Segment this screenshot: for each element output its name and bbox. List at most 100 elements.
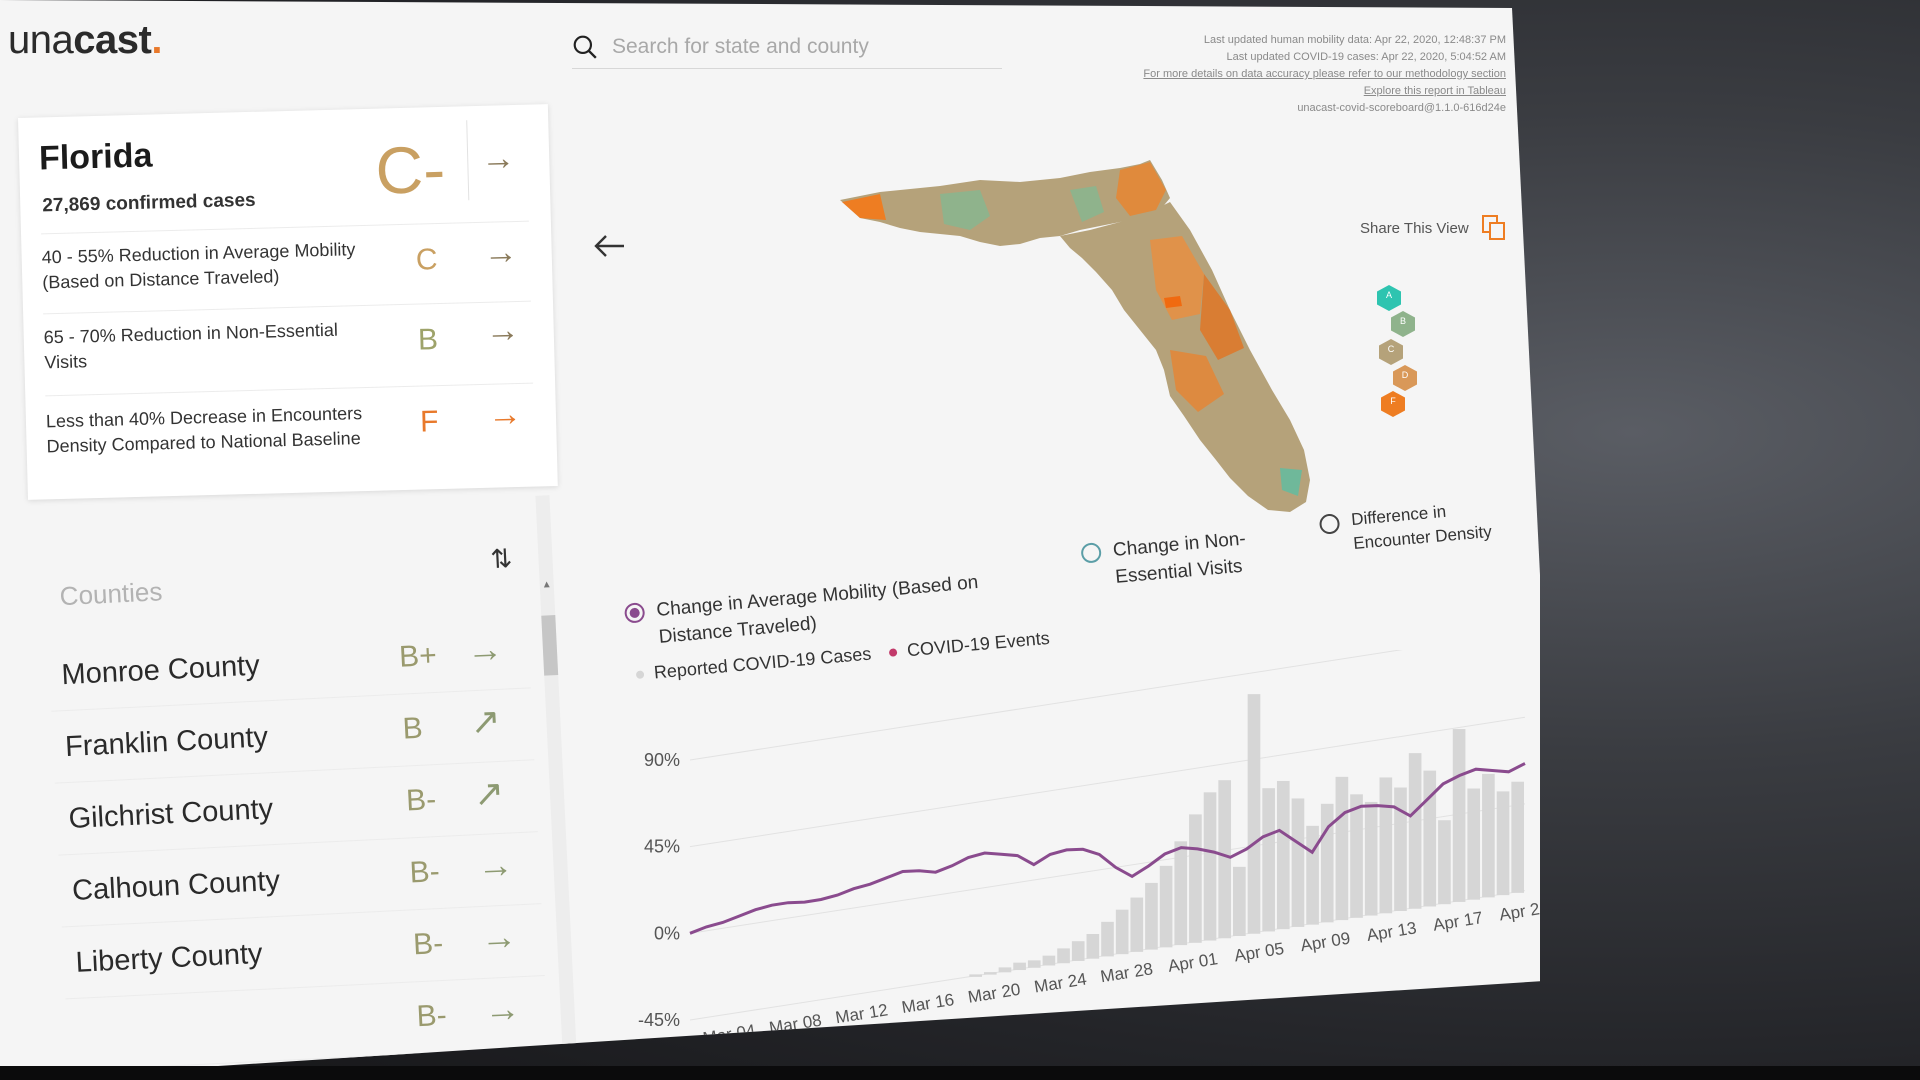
case-bar bbox=[1350, 794, 1363, 918]
counties-title: Counties bbox=[59, 576, 163, 612]
radio-button-icon[interactable] bbox=[623, 602, 646, 624]
grade-a-hex-icon: A bbox=[1376, 284, 1402, 312]
case-bar bbox=[1482, 773, 1495, 898]
case-bar bbox=[1438, 820, 1451, 905]
florida-county-map[interactable] bbox=[820, 150, 1320, 570]
x-tick-label: Mar 16 bbox=[900, 990, 955, 1017]
y-tick-label: 90% bbox=[644, 750, 680, 770]
case-bar bbox=[1086, 933, 1100, 959]
case-bar bbox=[1145, 882, 1158, 950]
arrow-right-icon[interactable]: → bbox=[487, 394, 523, 434]
mobility-chart: 90% 45% 0% -45% Mar 04 Mar 08 Mar 12 Mar 16 Mar … bbox=[638, 650, 1540, 1048]
metric-nonessential-label: 65 - 70% Reduction in Non-Essential Visi… bbox=[43, 319, 339, 373]
county-name: Franklin County bbox=[64, 721, 269, 764]
case-bar bbox=[1276, 780, 1290, 930]
grade-c-hex-icon: C bbox=[1378, 338, 1404, 366]
case-bar bbox=[1042, 955, 1056, 966]
metric-encounters-grade: F bbox=[419, 405, 439, 439]
scroll-thumb[interactable] bbox=[541, 615, 559, 676]
case-bar bbox=[1057, 948, 1070, 964]
trend-arrow-icon[interactable]: → bbox=[476, 843, 515, 887]
case-bar bbox=[983, 972, 997, 975]
state-summary-card: Florida 27,869 confirmed cases C- → 40 -… bbox=[18, 104, 558, 500]
divider bbox=[45, 382, 534, 397]
case-bar bbox=[1335, 776, 1349, 921]
county-name: Gilchrist County bbox=[67, 793, 274, 836]
case-bar bbox=[1262, 788, 1275, 932]
case-bar bbox=[1291, 798, 1305, 927]
map-region-teal-2 bbox=[1070, 186, 1104, 222]
mobility-update-text: Last updated human mobility data: Apr 22… bbox=[1203, 34, 1506, 46]
case-bar bbox=[1233, 866, 1246, 936]
case-bar bbox=[1496, 791, 1510, 896]
metric-nonessential-grade: B bbox=[417, 323, 439, 357]
case-bar bbox=[1159, 865, 1173, 948]
case-bar bbox=[1423, 770, 1437, 907]
radio-button-icon[interactable] bbox=[1080, 542, 1103, 564]
trend-arrow-icon[interactable]: ↗ bbox=[469, 699, 502, 743]
map-panhandle bbox=[840, 160, 1170, 246]
counties-panel: Counties ⇅ Monroe County B+ → Franklin C… bbox=[42, 495, 591, 1080]
map-region-orange-south bbox=[1170, 350, 1224, 412]
x-tick-label: Apr 13 bbox=[1365, 918, 1417, 945]
state-name: Florida bbox=[38, 136, 153, 178]
case-bar bbox=[1408, 753, 1422, 909]
tableau-link[interactable]: Explore this report in Tableau bbox=[1363, 85, 1506, 97]
share-view[interactable]: Share This View bbox=[1360, 214, 1507, 242]
confirmed-cases: 27,869 confirmed cases bbox=[42, 189, 256, 217]
radio-encounter-density[interactable]: Difference in Encounter Density bbox=[1318, 494, 1521, 559]
version-text: unacast-covid-scoreboard@1.1.0-616d24e bbox=[1297, 102, 1506, 114]
county-name: Monroe County bbox=[60, 649, 261, 692]
metric-mobility-grade: C bbox=[415, 243, 438, 277]
grade-f-hex-icon: F bbox=[1380, 390, 1406, 418]
county-name: Calhoun County bbox=[71, 864, 281, 907]
x-tick-label: Mar 28 bbox=[1099, 959, 1154, 986]
search-icon bbox=[573, 35, 597, 59]
divider bbox=[43, 300, 531, 315]
state-overall-grade: C- bbox=[374, 131, 447, 208]
trend-arrow-icon[interactable]: ↗ bbox=[472, 771, 506, 815]
case-bar bbox=[1189, 814, 1202, 943]
copy-icon[interactable] bbox=[1481, 214, 1507, 242]
case-bar bbox=[1130, 897, 1144, 952]
case-bar bbox=[1306, 825, 1319, 925]
radio-button-icon[interactable] bbox=[1318, 513, 1341, 535]
map-region-teal-3 bbox=[1280, 468, 1302, 496]
map-region-orange-central bbox=[1150, 236, 1204, 320]
y-tick-label: 45% bbox=[644, 837, 680, 857]
back-arrow-icon[interactable] bbox=[592, 232, 626, 260]
radio-non-essential-visits-label: Change in Non-Essential Visits bbox=[1112, 528, 1247, 588]
x-tick-label: Mar 04 bbox=[702, 1021, 757, 1048]
search-input[interactable] bbox=[610, 34, 994, 60]
arrow-right-icon[interactable]: → bbox=[485, 310, 521, 350]
trend-arrow-icon[interactable]: → bbox=[465, 627, 504, 671]
radio-encounter-density-label: Difference in Encounter Density bbox=[1350, 501, 1493, 553]
grade-d-hex-icon: D bbox=[1392, 364, 1418, 392]
trend-arrow-icon[interactable]: → bbox=[479, 915, 518, 959]
search-bar bbox=[572, 26, 1002, 69]
radio-non-essential-visits[interactable]: Change in Non-Essential Visits bbox=[1080, 521, 1304, 594]
y-tick-label: -45% bbox=[638, 1010, 680, 1030]
arrow-right-icon[interactable]: → bbox=[480, 139, 516, 178]
case-bar bbox=[1203, 792, 1217, 941]
case-bar bbox=[969, 974, 982, 977]
x-tick-label: Mar 24 bbox=[1033, 970, 1088, 997]
case-bar bbox=[1452, 729, 1466, 902]
sort-icon[interactable]: ⇅ bbox=[489, 543, 513, 575]
case-bar bbox=[1013, 962, 1026, 971]
unacast-logo[interactable]: unacast. bbox=[8, 18, 162, 62]
trend-arrow-icon[interactable]: → bbox=[483, 987, 522, 1030]
map-region-teal-1 bbox=[940, 190, 990, 230]
y-tick-label: 0% bbox=[654, 923, 680, 943]
case-bar bbox=[1027, 960, 1041, 968]
scroll-up-icon[interactable]: ▲ bbox=[541, 579, 552, 591]
case-bar bbox=[1174, 841, 1188, 946]
metric-mobility-label: 40 - 55% Reduction in Average Mobility (… bbox=[41, 239, 356, 293]
x-tick-label: Mar 20 bbox=[967, 980, 1022, 1007]
case-bar bbox=[1115, 909, 1129, 955]
update-info: Last updated human mobility data: Apr 22… bbox=[1143, 32, 1506, 117]
methodology-link[interactable]: For more details on data accuracy please… bbox=[1143, 68, 1506, 80]
county-grade: B+ bbox=[398, 638, 438, 674]
map-region-orange-west bbox=[842, 194, 886, 220]
arrow-right-icon[interactable]: → bbox=[483, 232, 519, 272]
